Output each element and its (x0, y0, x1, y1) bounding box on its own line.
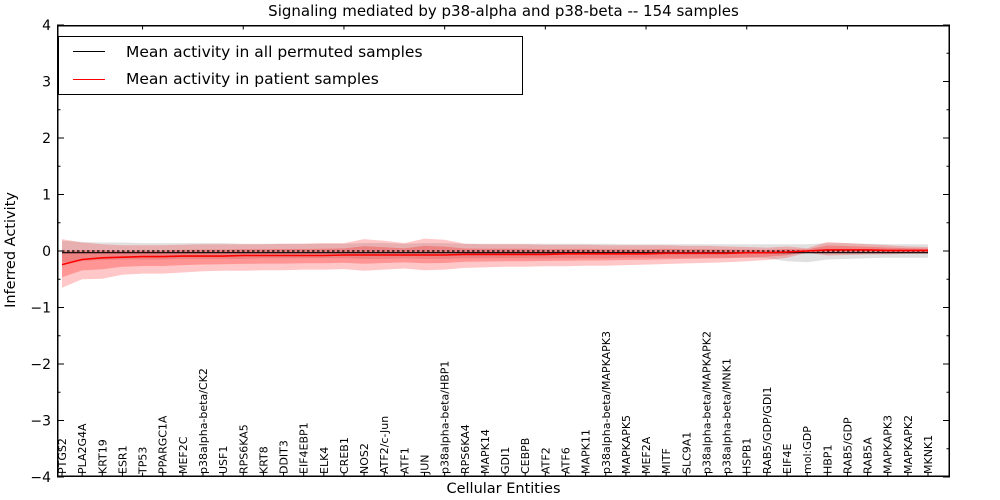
legend-entry-permuted: Mean activity in all permuted samples (59, 39, 522, 65)
category-label: MAPK14 (479, 429, 492, 474)
category-label: MAPKAPK5 (620, 415, 633, 474)
category-label: PPARGC1A (157, 415, 170, 474)
category-label: RAB5/GDP (841, 417, 854, 474)
legend: Mean activity in all permuted samples Me… (58, 36, 523, 95)
category-label: MAPK11 (580, 429, 593, 474)
category-label: ESR1 (116, 445, 129, 474)
category-label: TP53 (137, 447, 150, 475)
category-label: p38alpha-beta/CK2 (197, 368, 210, 474)
category-label: HBP1 (821, 445, 834, 474)
category-label: SLC9A1 (680, 432, 693, 474)
legend-label: Mean activity in all permuted samples (126, 42, 423, 61)
y-tick-label: −3 (30, 413, 51, 429)
category-label: MEF2C (177, 436, 190, 474)
category-label: PTGS2 (56, 438, 69, 474)
legend-entry-patient: Mean activity in patient samples (59, 66, 522, 92)
category-label: MKNK1 (922, 435, 935, 474)
y-tick-label: 0 (42, 244, 51, 260)
category-label: MITF (660, 448, 673, 474)
y-axis-title: Inferred Activity (3, 192, 19, 308)
category-label: NOS2 (358, 443, 371, 474)
y-tick-label: 1 (42, 187, 51, 203)
category-label: EIF4E (781, 443, 794, 474)
category-label: USF1 (217, 446, 230, 474)
permuted-line-swatch (73, 51, 105, 53)
y-tick-label: 3 (42, 74, 51, 90)
category-label: RPS6KA5 (237, 424, 250, 474)
y-tick-label: −2 (30, 357, 51, 373)
category-label: CREB1 (338, 437, 351, 474)
y-tick-label: −1 (30, 300, 51, 316)
category-label: PLA2G4A (76, 423, 89, 474)
category-label: EIF4EBP1 (298, 422, 311, 474)
category-label: RAB5A (862, 437, 875, 474)
category-label: p38alpha-beta/MAPKAPK2 (700, 331, 713, 474)
chart-title: Signaling mediated by p38-alpha and p38-… (268, 2, 739, 20)
x-axis-title: Cellular Entities (446, 481, 561, 497)
category-label: ATF2/c-Jun (378, 416, 391, 474)
category-label: p38alpha-beta/HBP1 (439, 361, 452, 474)
category-label: MAPKAPK3 (882, 415, 895, 474)
category-label: RPS6KA4 (459, 424, 472, 474)
category-label: ATF6 (559, 447, 572, 474)
permuted-band (62, 240, 928, 263)
category-label: p38alpha-beta/MAPKAPK3 (600, 331, 613, 474)
legend-label: Mean activity in patient samples (126, 70, 379, 89)
category-label: CEBPB (519, 438, 532, 474)
category-label: HSPB1 (741, 438, 754, 474)
y-tick-label: 2 (42, 131, 51, 147)
category-label: MAPKAPK2 (902, 415, 915, 474)
patient-line-swatch (73, 78, 105, 80)
category-label: DDIT3 (278, 440, 291, 474)
category-label: GDI1 (499, 447, 512, 474)
category-label: ATF1 (398, 447, 411, 474)
category-label: MEF2A (640, 436, 653, 474)
category-label: KRT8 (257, 446, 270, 474)
patient-mean-line (61, 249, 928, 266)
y-tick-label: −4 (30, 470, 51, 486)
category-label: ATF2 (539, 447, 552, 474)
y-tick-label: 4 (42, 18, 51, 34)
category-label: JUN (419, 454, 432, 475)
category-label: p38alpha-beta/MNK1 (721, 358, 734, 474)
category-label: RAB5/GDP/GDI1 (761, 386, 774, 474)
category-label: mol:GDP (801, 426, 814, 474)
category-label: KRT19 (96, 439, 109, 474)
category-label: ELK4 (318, 447, 331, 474)
